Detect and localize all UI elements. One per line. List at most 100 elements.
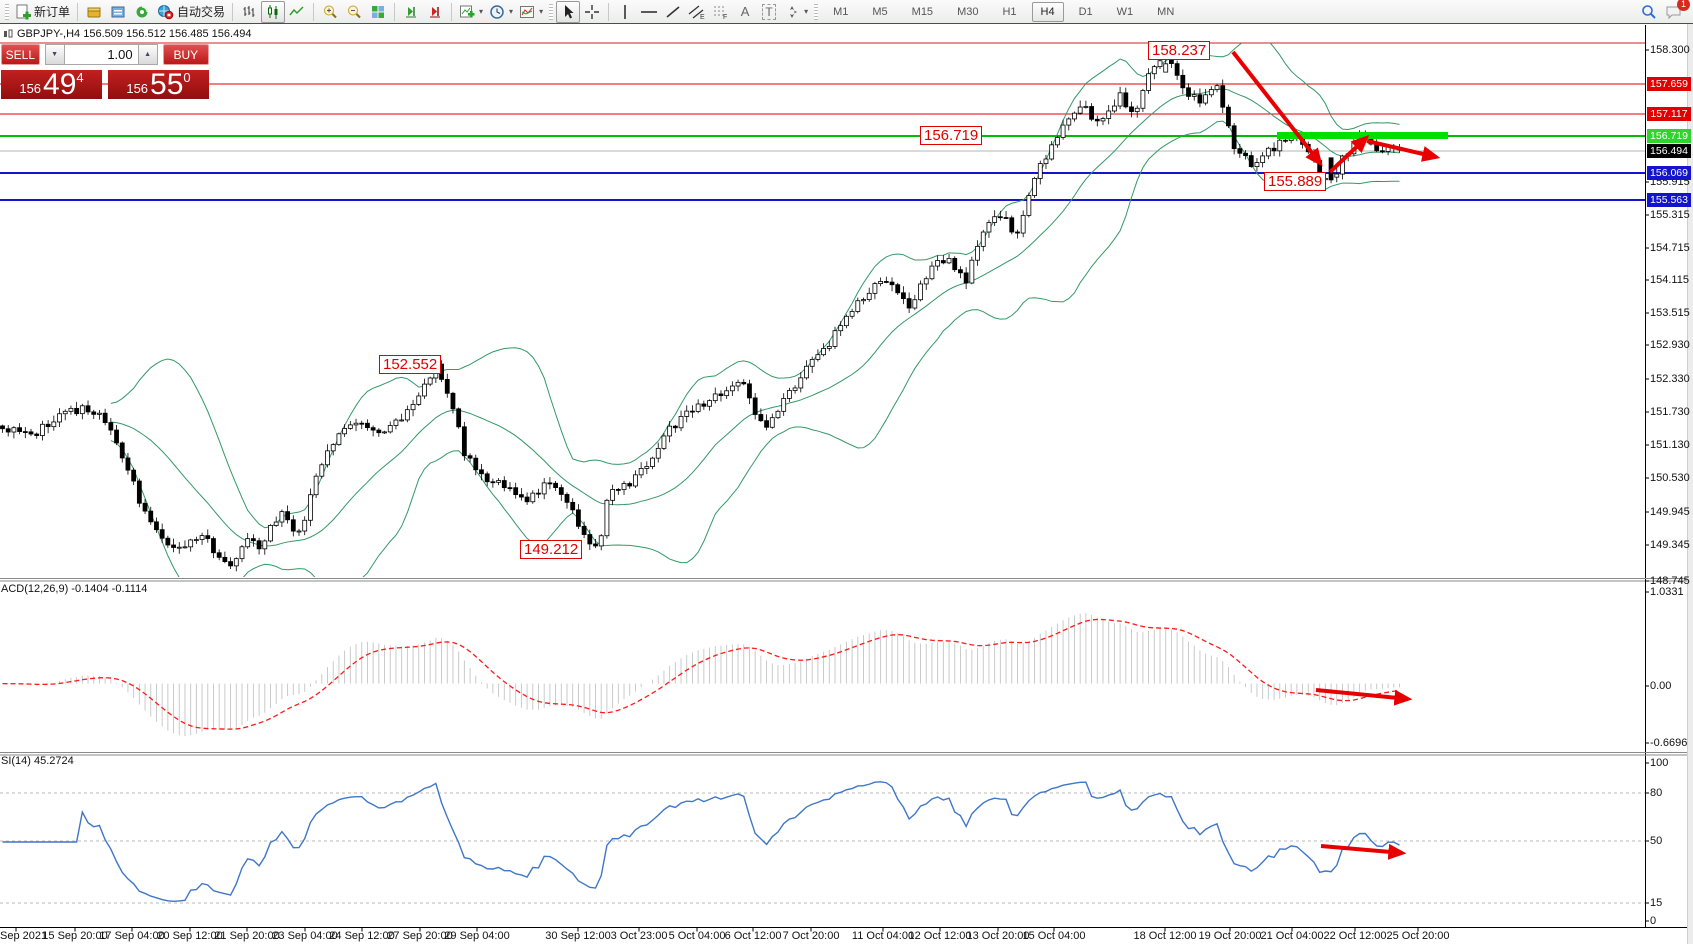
date-tick-label: 6 Oct 12:00 (724, 930, 782, 942)
bar-chart-button[interactable] (237, 1, 261, 23)
notifications-button[interactable]: 1 (1661, 0, 1690, 23)
trendline-button[interactable] (661, 1, 685, 23)
date-tick-label: 3 Oct 23:00 (610, 930, 668, 942)
separator (394, 2, 396, 21)
zoom-out-button[interactable] (342, 1, 366, 23)
toolbar-grip[interactable] (814, 3, 819, 20)
date-tick-label: 24 Sep 12:00 (329, 930, 395, 942)
equidistant-channel-button[interactable]: E (685, 1, 709, 23)
date-tick-label: Sep 2021 (0, 930, 48, 942)
date-tick-label: 12 Oct 12:00 (908, 930, 972, 942)
alerts-icon (136, 6, 148, 17)
price-annotation[interactable]: 149.212 (520, 540, 583, 559)
date-tick-label: 15 Oct 04:00 (1022, 930, 1086, 942)
line-chart-button[interactable] (285, 1, 309, 23)
price-level-badge: 156.494 (1647, 144, 1691, 158)
date-tick-label: 18 Oct 12:00 (1133, 930, 1197, 942)
bar-chart-icon (243, 5, 255, 17)
auto-scroll-icon (430, 6, 441, 17)
axis-tick-label: 151.130 (1650, 439, 1690, 451)
periods-clock-button[interactable]: ▾ (486, 1, 516, 23)
auto-scroll-button[interactable] (423, 1, 447, 23)
text-label-button[interactable]: T (757, 1, 781, 23)
periods-caret: ▾ (509, 7, 514, 16)
price-annotation[interactable]: 158.237 (1148, 41, 1211, 60)
new-order-label: 新订单 (34, 5, 71, 19)
timeframe-M5[interactable]: M5 (863, 2, 896, 22)
price-level-badge: 156.069 (1647, 166, 1691, 180)
separator (451, 2, 453, 21)
axis-tick-label: 15 (1650, 897, 1663, 909)
timeframe-D1[interactable]: D1 (1070, 2, 1102, 22)
search-icon (1642, 4, 1656, 19)
fibonacci-button[interactable]: F (709, 1, 733, 23)
buy-price-sup: 0 (183, 70, 191, 85)
volume-increase-button[interactable]: ▲ (137, 44, 158, 65)
buy-button[interactable]: BUY (162, 44, 209, 65)
price-annotation[interactable]: 156.719 (920, 126, 983, 145)
new-order-button[interactable]: 新订单 (12, 1, 73, 23)
zoom-in-button[interactable] (318, 1, 342, 23)
cursor-button[interactable] (556, 0, 581, 23)
tile-windows-button[interactable] (366, 1, 390, 23)
chart-profile-icon (520, 5, 535, 18)
toolbar-grip[interactable] (549, 3, 554, 20)
price-level-badge: 156.719 (1647, 129, 1691, 143)
axis-tick-label: 80 (1650, 787, 1663, 799)
search-button[interactable] (1637, 1, 1661, 23)
timeframe-H4[interactable]: H4 (1031, 1, 1064, 22)
scroll-to-end-icon (406, 6, 417, 17)
arrows-shapes-button[interactable]: ▾ (781, 1, 811, 23)
toolbar-grip[interactable] (5, 3, 9, 20)
sell-price[interactable]: 156 49 4 (1, 70, 102, 100)
text-label-icon: T (762, 3, 776, 20)
date-tick-label: 23 Sep 04:00 (272, 930, 338, 942)
timeframe-H1[interactable]: H1 (993, 2, 1025, 22)
axis-tick-label: 0.00 (1650, 680, 1672, 692)
date-tick-label: 11 Oct 04:00 (851, 930, 915, 942)
date-tick-label: 21 Oct 04:00 (1260, 930, 1324, 942)
axis-tick-label: 50 (1650, 835, 1663, 847)
date-tick-label: 15 Sep 20:00 (42, 930, 108, 942)
price-annotation[interactable]: 155.889 (1264, 172, 1327, 191)
price-annotation[interactable]: 152.552 (379, 355, 442, 374)
auto-trading-icon (158, 4, 174, 19)
svg-text:F: F (723, 14, 727, 20)
timeframe-M1[interactable]: M1 (824, 2, 857, 22)
new-chart-button[interactable]: ▾ (456, 1, 486, 23)
timeframe-W1[interactable]: W1 (1108, 2, 1143, 22)
scroll-to-end-button[interactable] (399, 1, 423, 23)
chart-profile-button[interactable]: ▾ (516, 1, 546, 23)
price-level-badge: 155.563 (1647, 193, 1691, 207)
timeframe-MN[interactable]: MN (1148, 2, 1183, 22)
market-watch-button[interactable] (82, 1, 106, 23)
axis-tick-label: 158.300 (1650, 44, 1690, 56)
volume-decrease-button[interactable]: ▼ (44, 44, 65, 65)
data-window-button[interactable] (106, 1, 130, 23)
axis-tick-label: 149.345 (1650, 539, 1690, 551)
new-chart-icon (460, 5, 475, 17)
horizontal-line-button[interactable] (637, 1, 661, 23)
vertical-line-button[interactable] (613, 1, 637, 23)
toolbar: 新订单 自动交易 ▾ ▾ (0, 0, 1693, 24)
axis-tick-label: 153.515 (1650, 307, 1690, 319)
text-button[interactable]: A (733, 1, 757, 23)
date-tick-label: 27 Sep 20:00 (387, 930, 453, 942)
candlestick-chart-button[interactable] (261, 0, 286, 23)
vertical-scrollbar[interactable] (1687, 24, 1693, 944)
sell-button[interactable]: SELL (1, 44, 40, 65)
vertical-line-icon (624, 4, 626, 19)
timeframe-M30[interactable]: M30 (948, 2, 987, 22)
axis-tick-label: 155.315 (1650, 209, 1690, 221)
notification-badge: 1 (1677, 0, 1690, 11)
buy-price[interactable]: 156 55 0 (108, 70, 209, 100)
volume-input[interactable]: 1.00 (64, 44, 138, 65)
alerts-button[interactable] (130, 1, 154, 23)
crosshair-button[interactable] (580, 1, 604, 23)
auto-trading-button[interactable]: 自动交易 (154, 1, 228, 23)
auto-trading-label: 自动交易 (177, 5, 226, 19)
timeframe-M15[interactable]: M15 (903, 2, 942, 22)
axis-tick-label: 152.330 (1650, 373, 1690, 385)
axis-tick-label: 100 (1650, 757, 1669, 769)
axis-tick-label: 150.530 (1650, 472, 1690, 484)
